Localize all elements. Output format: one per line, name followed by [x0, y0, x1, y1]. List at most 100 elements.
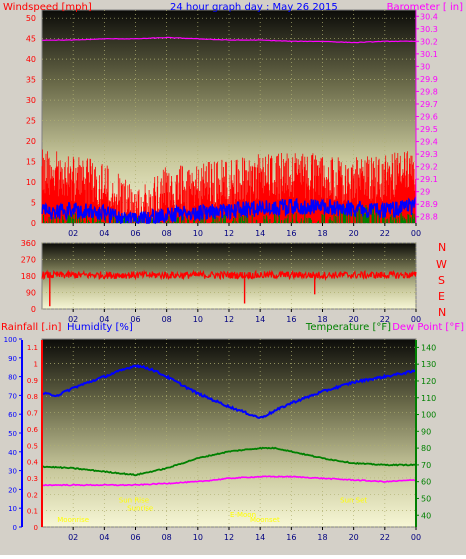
compass-label: N: [438, 306, 446, 319]
x-tick-label: 12: [224, 533, 234, 542]
temperature-tick-label: 140: [421, 343, 436, 352]
wind-tick-label: 10: [26, 178, 36, 187]
baro-tick-label: 28.8: [420, 213, 438, 222]
wind-tick-label: 15: [26, 158, 36, 167]
x-tick-label: 02: [68, 315, 78, 324]
temperature-tick-label: 50: [421, 494, 431, 503]
baro-tick-label: 29.1: [420, 175, 438, 184]
wind-tick-label: 30: [26, 96, 36, 105]
baro-tick-label: 29.3: [420, 150, 438, 159]
baro-tick-label: 28.9: [420, 200, 438, 209]
x-tick-label: 12: [224, 229, 234, 238]
rain-tick-label: 0.5: [27, 442, 38, 450]
baro-tick-label: 29.4: [420, 138, 438, 147]
humidity-tick-label: 90: [8, 355, 17, 363]
sun-moon-annotation: Moonset: [250, 516, 280, 524]
x-tick-label: 00: [411, 533, 421, 542]
wind-tick-label: 35: [26, 76, 36, 85]
rainfall-title: Rainfall [.in]: [1, 322, 62, 333]
windspeed-title: Windspeed [mph]: [3, 2, 92, 13]
compass-label: S: [438, 274, 445, 287]
temperature-tick-label: 90: [421, 427, 431, 436]
direction-tick-label: 360: [21, 239, 36, 248]
wind-tick-label: 0: [31, 219, 36, 228]
dewpoint-title: Dew Point [°F]: [392, 322, 464, 333]
wind-tick-label: 25: [26, 117, 36, 126]
x-tick-label: 08: [162, 229, 172, 238]
x-tick-label: 08: [162, 315, 172, 324]
x-tick-label: 22: [380, 229, 390, 238]
barometer-title: Barometer [ in]: [387, 2, 463, 13]
baro-tick-label: 30: [420, 62, 430, 71]
x-tick-label: 12: [224, 315, 234, 324]
wind-tick-label: 50: [26, 14, 36, 23]
main-title: 24 hour graph day : May 26 2015: [170, 2, 338, 13]
sun-moon-annotation: Moonrise: [57, 516, 89, 524]
wind-average-series: [41, 196, 417, 225]
temperature-tick-label: 40: [421, 511, 431, 520]
rain-tick-label: 0: [34, 524, 38, 532]
sun-moon-annotation: Sunrise: [127, 505, 153, 513]
humidity-tick-label: 50: [8, 430, 17, 438]
temperature-tick-label: 80: [421, 444, 431, 453]
x-tick-label: 04: [99, 315, 109, 324]
wind-direction-series: [41, 269, 417, 282]
temperature-tick-label: 60: [421, 478, 431, 487]
humidity-tick-label: 100: [4, 336, 17, 344]
x-tick-label: 20: [349, 229, 359, 238]
barometer-series: [41, 36, 417, 44]
x-tick-label: 00: [411, 315, 421, 324]
humidity-tick-label: 40: [8, 449, 17, 457]
rain-tick-label: 0.6: [27, 426, 39, 434]
x-tick-label: 18: [317, 533, 327, 542]
x-tick-label: 20: [349, 533, 359, 542]
baro-tick-label: 30.1: [420, 50, 438, 59]
rain-tick-label: 0.1: [27, 508, 38, 516]
temperature-tick-label: 110: [421, 394, 436, 403]
temperature-tick-label: 130: [421, 360, 436, 369]
baro-tick-label: 29.8: [420, 87, 438, 96]
temperature-series: [41, 446, 417, 477]
marks-layer: [41, 36, 417, 487]
temperature-tick-label: 100: [421, 411, 436, 420]
x-tick-label: 18: [317, 229, 327, 238]
sun-moon-annotation: Sun Set: [340, 496, 367, 504]
humidity-tick-label: 30: [8, 468, 17, 476]
baro-tick-label: 30.3: [420, 25, 438, 34]
x-tick-label: 10: [193, 315, 203, 324]
rain-tick-label: 0.4: [27, 459, 39, 467]
rain-tick-label: 0.3: [27, 475, 38, 483]
rain-tick-label: 0.7: [27, 410, 38, 418]
x-tick-label: 16: [286, 533, 296, 542]
humidity-tick-label: 80: [8, 374, 17, 382]
humidity-tick-label: 70: [8, 392, 17, 400]
temperature-tick-label: 70: [421, 461, 431, 470]
direction-tick-label: 90: [26, 289, 36, 298]
sun-moon-annotation: E-Moon: [230, 511, 256, 519]
direction-tick-label: 270: [21, 256, 36, 265]
compass-label: N: [438, 241, 446, 254]
x-tick-label: 04: [99, 533, 109, 542]
humidity-series: [41, 363, 417, 419]
humidity-title: Humidity [%]: [67, 322, 133, 333]
x-tick-label: 10: [193, 533, 203, 542]
wind-tick-label: 45: [26, 35, 36, 44]
humidity-tick-label: 60: [8, 411, 17, 419]
baro-tick-label: 30.4: [420, 12, 438, 21]
x-tick-label: 10: [193, 229, 203, 238]
compass-label: W: [436, 258, 447, 271]
wind-green-series: [43, 205, 417, 223]
x-tick-label: 22: [380, 315, 390, 324]
x-tick-label: 04: [99, 229, 109, 238]
x-tick-label: 06: [130, 533, 140, 542]
baro-tick-label: 29.2: [420, 163, 438, 172]
humidity-tick-label: 20: [8, 486, 17, 494]
baro-tick-label: 30.2: [420, 37, 438, 46]
x-tick-label: 02: [68, 533, 78, 542]
x-tick-label: 14: [255, 315, 265, 324]
x-tick-label: 06: [130, 315, 140, 324]
rain-tick-label: 0.9: [27, 377, 38, 385]
x-tick-label: 06: [130, 229, 140, 238]
